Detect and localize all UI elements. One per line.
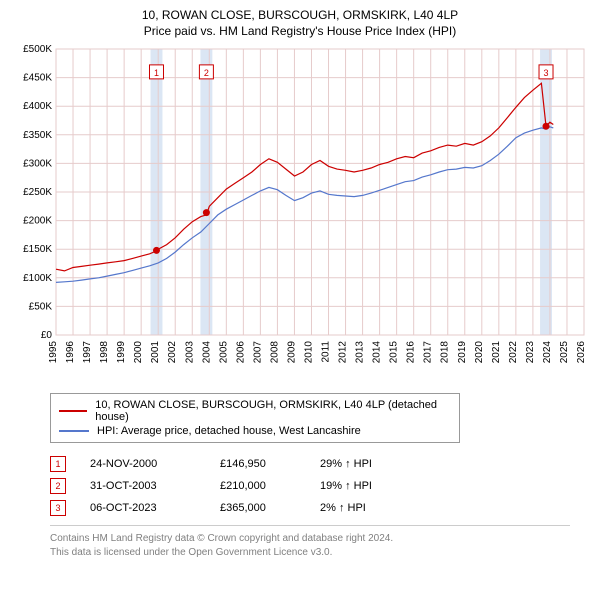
svg-text:2013: 2013 [355,341,366,364]
svg-text:£400K: £400K [23,101,52,112]
svg-text:2020: 2020 [474,341,485,364]
svg-text:2018: 2018 [440,341,451,364]
line-chart: £0 £50K £100K £150K £200K £250K £300K £350K £400… [12,45,588,385]
chart-title: 10, ROWAN CLOSE, BURSCOUGH, ORMSKIRK, L4… [12,8,588,39]
svg-text:2002: 2002 [167,341,178,364]
legend-swatch-hpi [59,430,89,432]
marker-box-3: 3 [50,500,66,516]
svg-text:2012: 2012 [338,341,349,364]
svg-text:2014: 2014 [372,341,383,364]
marker-price-2: £210,000 [220,480,320,492]
svg-text:2004: 2004 [201,341,212,364]
legend-swatch-property [59,410,87,412]
svg-text:2022: 2022 [508,341,519,364]
footer-attribution: Contains HM Land Registry data © Crown c… [50,532,588,559]
marker-price-1: £146,950 [220,458,320,470]
svg-text:2019: 2019 [457,341,468,364]
marker-price-3: £365,000 [220,502,320,514]
svg-text:£0: £0 [41,330,53,341]
svg-text:1996: 1996 [65,341,76,364]
svg-text:2009: 2009 [286,341,297,364]
marker-row-2: 2 31-OCT-2003 £210,000 19% ↑ HPI [50,475,570,497]
marker-box-2: 2 [50,478,66,494]
svg-text:2021: 2021 [491,341,502,364]
svg-text:£50K: £50K [29,302,53,313]
footer-line1: Contains HM Land Registry data © Crown c… [50,532,588,546]
marker-diff-3: 2% ↑ HPI [320,502,366,514]
svg-text:2: 2 [204,68,209,78]
marker-diff-1: 29% ↑ HPI [320,458,372,470]
svg-text:2007: 2007 [252,341,263,364]
svg-text:2003: 2003 [184,341,195,364]
svg-text:2005: 2005 [218,341,229,364]
svg-text:£350K: £350K [23,130,52,141]
svg-text:2025: 2025 [559,341,570,364]
svg-text:1997: 1997 [82,341,93,364]
chart-area: £0 £50K £100K £150K £200K £250K £300K £350K £400… [12,45,588,385]
svg-text:2026: 2026 [576,341,587,364]
svg-text:1995: 1995 [48,341,59,364]
svg-text:1999: 1999 [116,341,127,364]
svg-text:£300K: £300K [23,159,52,170]
svg-text:£450K: £450K [23,73,52,84]
legend-label-property: 10, ROWAN CLOSE, BURSCOUGH, ORMSKIRK, L4… [95,399,451,423]
legend-item-property: 10, ROWAN CLOSE, BURSCOUGH, ORMSKIRK, L4… [59,398,451,424]
legend: 10, ROWAN CLOSE, BURSCOUGH, ORMSKIRK, L4… [50,393,460,443]
marker-row-1: 1 24-NOV-2000 £146,950 29% ↑ HPI [50,453,570,475]
svg-text:1: 1 [154,68,159,78]
svg-text:2001: 2001 [150,341,161,364]
marker-box-1: 1 [50,456,66,472]
svg-text:2017: 2017 [423,341,434,364]
svg-text:2011: 2011 [321,341,332,363]
marker-row-3: 3 06-OCT-2023 £365,000 2% ↑ HPI [50,497,570,519]
svg-text:£500K: £500K [23,45,52,55]
marker-date-3: 06-OCT-2023 [90,502,220,514]
legend-item-hpi: HPI: Average price, detached house, West… [59,424,451,438]
marker-date-1: 24-NOV-2000 [90,458,220,470]
marker-diff-2: 19% ↑ HPI [320,480,372,492]
svg-text:2015: 2015 [389,341,400,364]
svg-text:2016: 2016 [406,341,417,364]
svg-text:2006: 2006 [235,341,246,364]
svg-text:£200K: £200K [23,216,52,227]
svg-text:2000: 2000 [133,341,144,364]
legend-label-hpi: HPI: Average price, detached house, West… [97,425,361,437]
svg-text:1998: 1998 [99,341,110,364]
title-line1: 10, ROWAN CLOSE, BURSCOUGH, ORMSKIRK, L4… [12,8,588,24]
svg-text:2023: 2023 [525,341,536,364]
title-line2: Price paid vs. HM Land Registry's House … [12,24,588,40]
footer-line2: This data is licensed under the Open Gov… [50,546,588,560]
markers-table: 1 24-NOV-2000 £146,950 29% ↑ HPI 2 31-OC… [50,449,570,526]
svg-text:3: 3 [544,68,549,78]
svg-text:£250K: £250K [23,187,52,198]
svg-text:2010: 2010 [303,341,314,364]
marker-date-2: 31-OCT-2003 [90,480,220,492]
svg-text:2008: 2008 [269,341,280,364]
svg-text:2024: 2024 [542,341,553,364]
svg-text:£100K: £100K [23,273,52,284]
svg-text:£150K: £150K [23,244,52,255]
